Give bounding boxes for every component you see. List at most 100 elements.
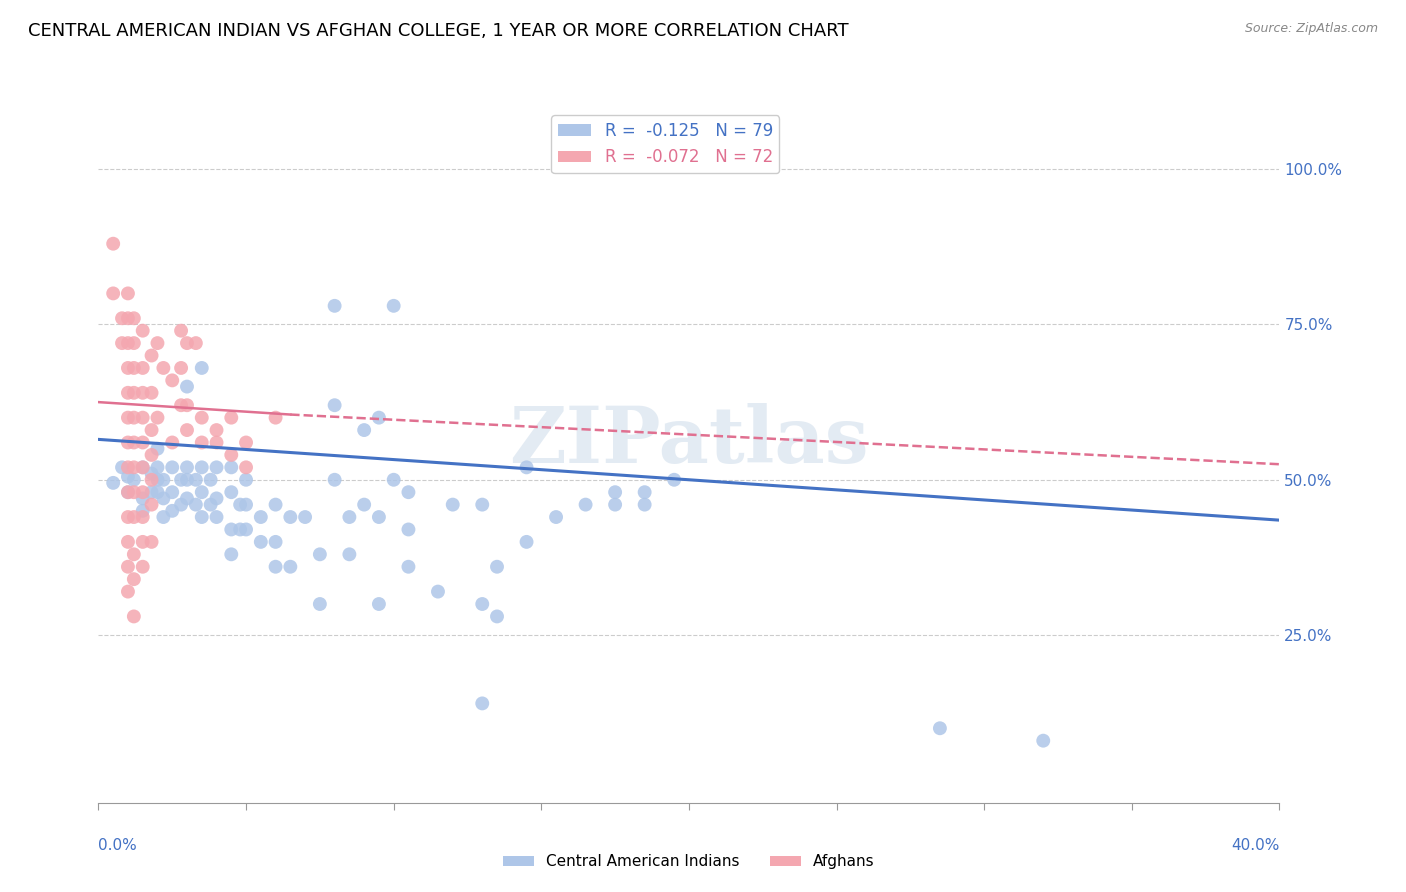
- Point: [235, 498, 257, 512]
- Point: [219, 448, 242, 462]
- Text: ZIPatlas: ZIPatlas: [509, 403, 869, 479]
- Point: [1032, 733, 1054, 747]
- Point: [264, 410, 287, 425]
- Point: [141, 467, 163, 481]
- Point: [191, 460, 214, 475]
- Point: [122, 435, 145, 450]
- Point: [205, 510, 228, 524]
- Point: [396, 559, 419, 574]
- Point: [103, 236, 125, 251]
- Point: [141, 534, 163, 549]
- Point: [117, 385, 139, 400]
- Point: [152, 510, 174, 524]
- Point: [191, 510, 214, 524]
- Point: [117, 584, 139, 599]
- Point: [235, 435, 257, 450]
- Point: [132, 559, 155, 574]
- Point: [162, 485, 183, 500]
- Point: [205, 435, 228, 450]
- Point: [250, 510, 273, 524]
- Point: [250, 534, 273, 549]
- Point: [132, 485, 155, 500]
- Point: [309, 597, 332, 611]
- Point: [441, 498, 464, 512]
- Point: [323, 473, 346, 487]
- Point: [353, 423, 375, 437]
- Point: [176, 379, 198, 393]
- Point: [146, 336, 169, 351]
- Point: [132, 460, 155, 475]
- Point: [382, 299, 405, 313]
- Point: [117, 435, 139, 450]
- Point: [117, 361, 139, 376]
- Point: [515, 534, 537, 549]
- Point: [132, 410, 155, 425]
- Point: [141, 473, 163, 487]
- Legend: Central American Indians, Afghans: Central American Indians, Afghans: [498, 848, 880, 875]
- Point: [184, 473, 207, 487]
- Point: [382, 473, 405, 487]
- Point: [191, 410, 214, 425]
- Point: [219, 523, 242, 537]
- Legend: R =  -0.125   N = 79, R =  -0.072   N = 72: R = -0.125 N = 79, R = -0.072 N = 72: [551, 115, 779, 173]
- Point: [117, 286, 139, 301]
- Point: [146, 473, 169, 487]
- Point: [205, 460, 228, 475]
- Point: [122, 410, 145, 425]
- Point: [928, 721, 950, 735]
- Point: [664, 473, 686, 487]
- Point: [162, 435, 183, 450]
- Point: [605, 485, 627, 500]
- Point: [184, 498, 207, 512]
- Point: [103, 475, 125, 490]
- Point: [200, 498, 222, 512]
- Point: [323, 299, 346, 313]
- Point: [141, 448, 163, 462]
- Point: [605, 498, 627, 512]
- Point: [122, 336, 145, 351]
- Point: [633, 498, 655, 512]
- Point: [122, 510, 145, 524]
- Point: [122, 473, 145, 487]
- Point: [117, 534, 139, 549]
- Point: [486, 559, 509, 574]
- Point: [141, 423, 163, 437]
- Point: [122, 572, 145, 586]
- Point: [176, 491, 198, 506]
- Point: [170, 498, 193, 512]
- Point: [205, 491, 228, 506]
- Point: [396, 523, 419, 537]
- Point: [117, 559, 139, 574]
- Point: [117, 410, 139, 425]
- Point: [132, 510, 155, 524]
- Point: [132, 534, 155, 549]
- Point: [111, 336, 134, 351]
- Point: [162, 460, 183, 475]
- Point: [132, 324, 155, 338]
- Point: [278, 559, 302, 574]
- Point: [486, 609, 509, 624]
- Point: [132, 435, 155, 450]
- Point: [191, 485, 214, 500]
- Point: [219, 485, 242, 500]
- Point: [264, 559, 287, 574]
- Point: [117, 485, 139, 500]
- Point: [264, 498, 287, 512]
- Point: [264, 534, 287, 549]
- Point: [176, 473, 198, 487]
- Point: [176, 460, 198, 475]
- Point: [368, 510, 391, 524]
- Point: [122, 385, 145, 400]
- Text: Source: ZipAtlas.com: Source: ZipAtlas.com: [1244, 22, 1378, 36]
- Point: [176, 423, 198, 437]
- Point: [146, 485, 169, 500]
- Point: [191, 361, 214, 376]
- Point: [122, 485, 145, 500]
- Point: [278, 510, 302, 524]
- Point: [396, 485, 419, 500]
- Point: [219, 547, 242, 561]
- Point: [152, 491, 174, 506]
- Point: [117, 469, 139, 483]
- Point: [111, 311, 134, 326]
- Point: [546, 510, 568, 524]
